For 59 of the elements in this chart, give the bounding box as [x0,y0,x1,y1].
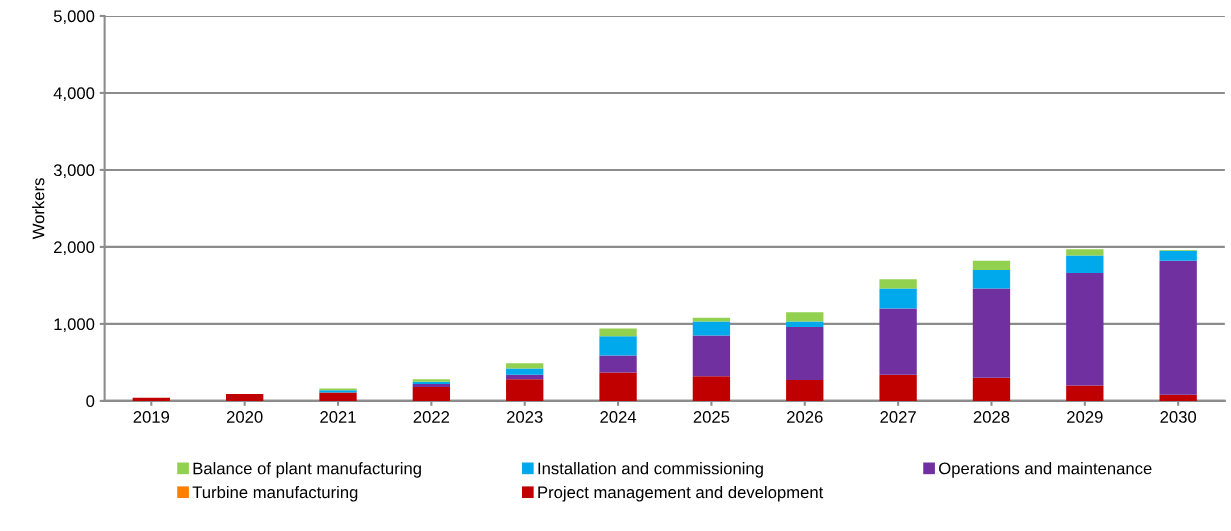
y-tick-label: 4,000 [53,87,95,102]
x-tick-label: 2023 [507,411,543,423]
bar [879,288,917,309]
y-tick-label: 5,000 [53,10,95,25]
bar [786,321,824,327]
legend-label: Project management and development [538,485,824,502]
bar [972,377,1011,401]
bar [225,393,264,401]
bar [692,317,731,322]
x-tick-label: 2029 [1067,411,1103,423]
bar [412,387,451,401]
bar [692,321,731,336]
bar [1066,385,1104,401]
x-tick-label: 2028 [973,411,1010,423]
bar [599,372,637,401]
bar [506,363,544,369]
bar [599,336,637,356]
y-axis-title: Workers [32,178,45,240]
legend-label: Turbine manufacturing [192,485,358,502]
bar [1066,255,1104,274]
legend-label: Balance of plant manufacturing [193,462,421,478]
bar [506,379,544,401]
y-tick-label: 2,000 [54,241,95,256]
x-tick-label: 2021 [320,411,356,423]
x-tick-label: 2025 [693,411,730,423]
bar [692,335,731,377]
x-tick-label: 2020 [226,411,263,423]
bar [972,260,1011,271]
bar [506,368,544,375]
legend-label: Installation and commissioning [538,462,763,478]
bar [599,328,637,337]
bar [1159,260,1197,395]
x-tick-label: 2030 [1160,411,1197,423]
bar [879,279,917,289]
legend-label: Operations and maintenance [939,462,1152,478]
bar [1159,250,1197,261]
y-tick-label: 0 [86,395,95,408]
y-tick-label: 3,000 [53,164,95,179]
bar [599,355,637,373]
bar [692,376,731,401]
bar [412,383,451,388]
bar [972,270,1011,289]
bar [1066,273,1104,386]
x-tick-label: 2027 [880,411,916,423]
bar [879,308,917,375]
bar [972,288,1011,378]
bar [1066,249,1104,256]
bar [132,397,170,401]
x-tick-label: 2026 [787,411,823,423]
bar [786,380,824,401]
bar [319,392,357,401]
x-tick-label: 2024 [600,411,637,423]
x-tick-label: 2019 [133,411,170,423]
x-tick-label: 2022 [413,411,450,423]
bar [786,326,824,381]
bar [786,312,824,322]
bar [1159,394,1197,401]
y-tick-label: 1,000 [54,318,95,333]
bar [879,374,917,401]
